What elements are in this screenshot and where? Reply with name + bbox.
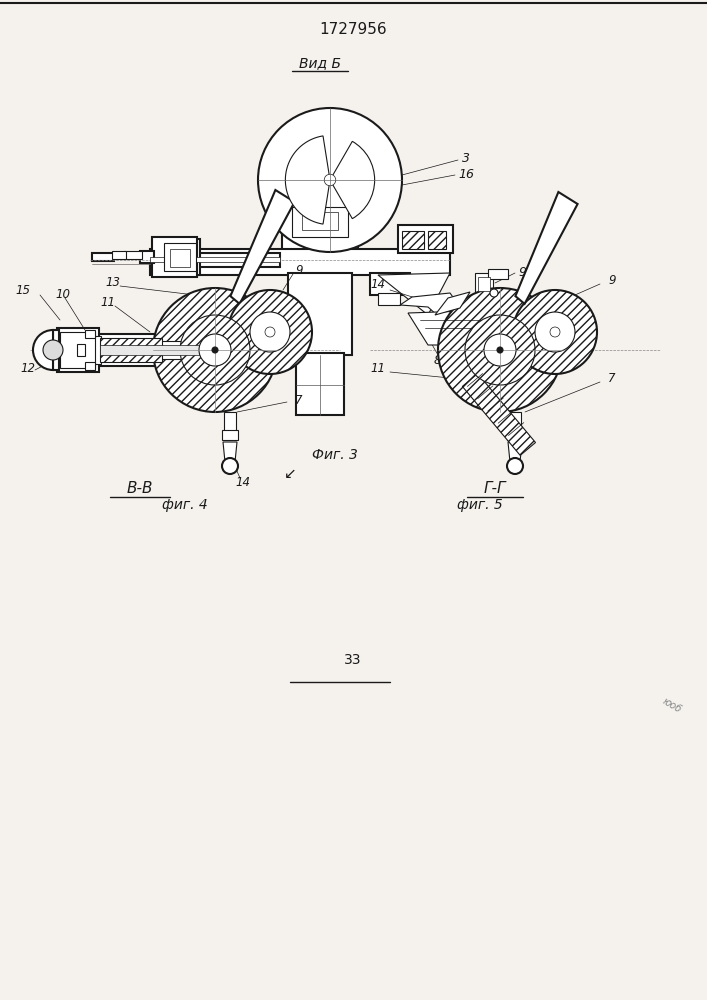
Circle shape <box>222 458 238 474</box>
Circle shape <box>535 312 575 352</box>
Bar <box>57 328 99 372</box>
Circle shape <box>212 347 218 353</box>
Text: 3: 3 <box>462 152 470 165</box>
Bar <box>170 249 190 267</box>
Circle shape <box>228 290 312 374</box>
Polygon shape <box>408 310 520 345</box>
Circle shape <box>43 340 63 360</box>
Bar <box>282 195 358 250</box>
Polygon shape <box>286 136 330 224</box>
Text: 33: 33 <box>344 653 362 667</box>
Text: 8: 8 <box>434 354 442 366</box>
Text: 16: 16 <box>458 167 474 180</box>
Circle shape <box>153 288 277 412</box>
Text: Г-Г: Г-Г <box>484 481 506 496</box>
Bar <box>292 207 348 237</box>
Bar <box>77 344 85 356</box>
Circle shape <box>325 174 336 186</box>
Bar <box>222 430 238 440</box>
Bar <box>302 212 338 230</box>
Bar <box>150 253 280 267</box>
Circle shape <box>507 458 523 474</box>
Bar <box>488 269 508 279</box>
Text: 12: 12 <box>20 361 35 374</box>
Bar <box>428 231 446 249</box>
Bar <box>112 251 126 259</box>
Polygon shape <box>515 192 578 304</box>
Bar <box>164 243 196 271</box>
Bar <box>150 257 280 262</box>
Bar <box>53 330 59 370</box>
Bar <box>97 334 167 366</box>
Text: фиг. 4: фиг. 4 <box>162 498 208 512</box>
Circle shape <box>438 288 562 412</box>
Text: 7: 7 <box>295 393 303 406</box>
Bar <box>509 412 521 432</box>
Text: В-В: В-В <box>127 481 153 496</box>
Circle shape <box>484 334 516 366</box>
Text: 13: 13 <box>105 275 120 288</box>
Text: 14: 14 <box>235 476 250 488</box>
Circle shape <box>490 289 498 297</box>
Text: 14: 14 <box>370 278 385 292</box>
Circle shape <box>250 312 290 352</box>
Bar <box>378 293 400 305</box>
Circle shape <box>258 108 402 252</box>
Bar <box>93 336 101 364</box>
Wedge shape <box>33 330 53 370</box>
Bar <box>85 362 95 370</box>
Text: 9: 9 <box>518 266 526 279</box>
Polygon shape <box>508 442 522 462</box>
Text: ↙: ↙ <box>284 466 296 481</box>
Bar <box>92 253 114 261</box>
Polygon shape <box>435 292 470 315</box>
Polygon shape <box>400 293 480 343</box>
Bar <box>507 430 523 440</box>
Bar <box>370 273 410 295</box>
Text: 11: 11 <box>370 361 385 374</box>
Circle shape <box>550 327 560 337</box>
Wedge shape <box>330 141 375 219</box>
Text: 9: 9 <box>295 263 303 276</box>
Text: 1727956: 1727956 <box>319 22 387 37</box>
Bar <box>398 225 453 253</box>
Bar <box>100 338 162 362</box>
Bar <box>100 345 215 355</box>
Text: 7: 7 <box>608 371 616 384</box>
Text: 15: 15 <box>15 284 30 296</box>
Bar <box>124 251 142 259</box>
Bar <box>475 273 493 295</box>
Text: 10: 10 <box>55 288 70 302</box>
Circle shape <box>265 327 275 337</box>
Text: юоб: юоб <box>661 696 683 714</box>
Bar <box>85 330 95 338</box>
Bar <box>224 412 236 432</box>
Polygon shape <box>230 190 295 304</box>
Bar <box>492 293 506 307</box>
Circle shape <box>180 315 250 385</box>
Text: Фиг. 3: Фиг. 3 <box>312 448 358 462</box>
Bar <box>152 237 197 277</box>
Bar <box>95 341 220 359</box>
Bar <box>150 249 450 275</box>
Circle shape <box>513 290 597 374</box>
Bar <box>402 231 424 249</box>
Bar <box>60 332 95 368</box>
Bar <box>296 353 344 415</box>
Circle shape <box>497 347 503 353</box>
Text: фиг. 5: фиг. 5 <box>457 498 503 512</box>
Polygon shape <box>378 273 450 315</box>
Text: 14: 14 <box>518 282 534 296</box>
Bar <box>478 277 490 291</box>
Text: 11: 11 <box>100 296 115 308</box>
Bar <box>140 251 154 263</box>
Text: Вид Б: Вид Б <box>299 56 341 70</box>
Polygon shape <box>223 442 237 462</box>
Circle shape <box>465 315 535 385</box>
Text: 9: 9 <box>608 273 616 286</box>
Circle shape <box>199 334 231 366</box>
Bar <box>160 239 200 275</box>
Bar <box>288 273 352 355</box>
Polygon shape <box>462 374 535 455</box>
